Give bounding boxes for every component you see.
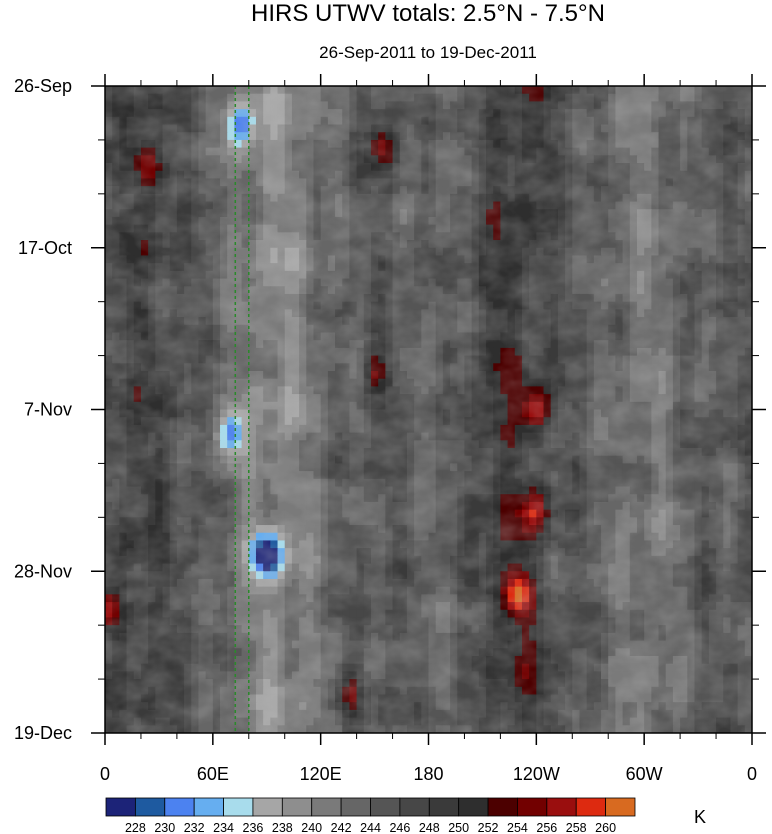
heatmap-plot-area [105, 86, 752, 733]
chart-title: HIRS UTWV totals: 2.5°N - 7.5°N [251, 0, 605, 27]
chart-subtitle: 26-Sep-2011 to 19-Dec-2011 [319, 43, 537, 62]
